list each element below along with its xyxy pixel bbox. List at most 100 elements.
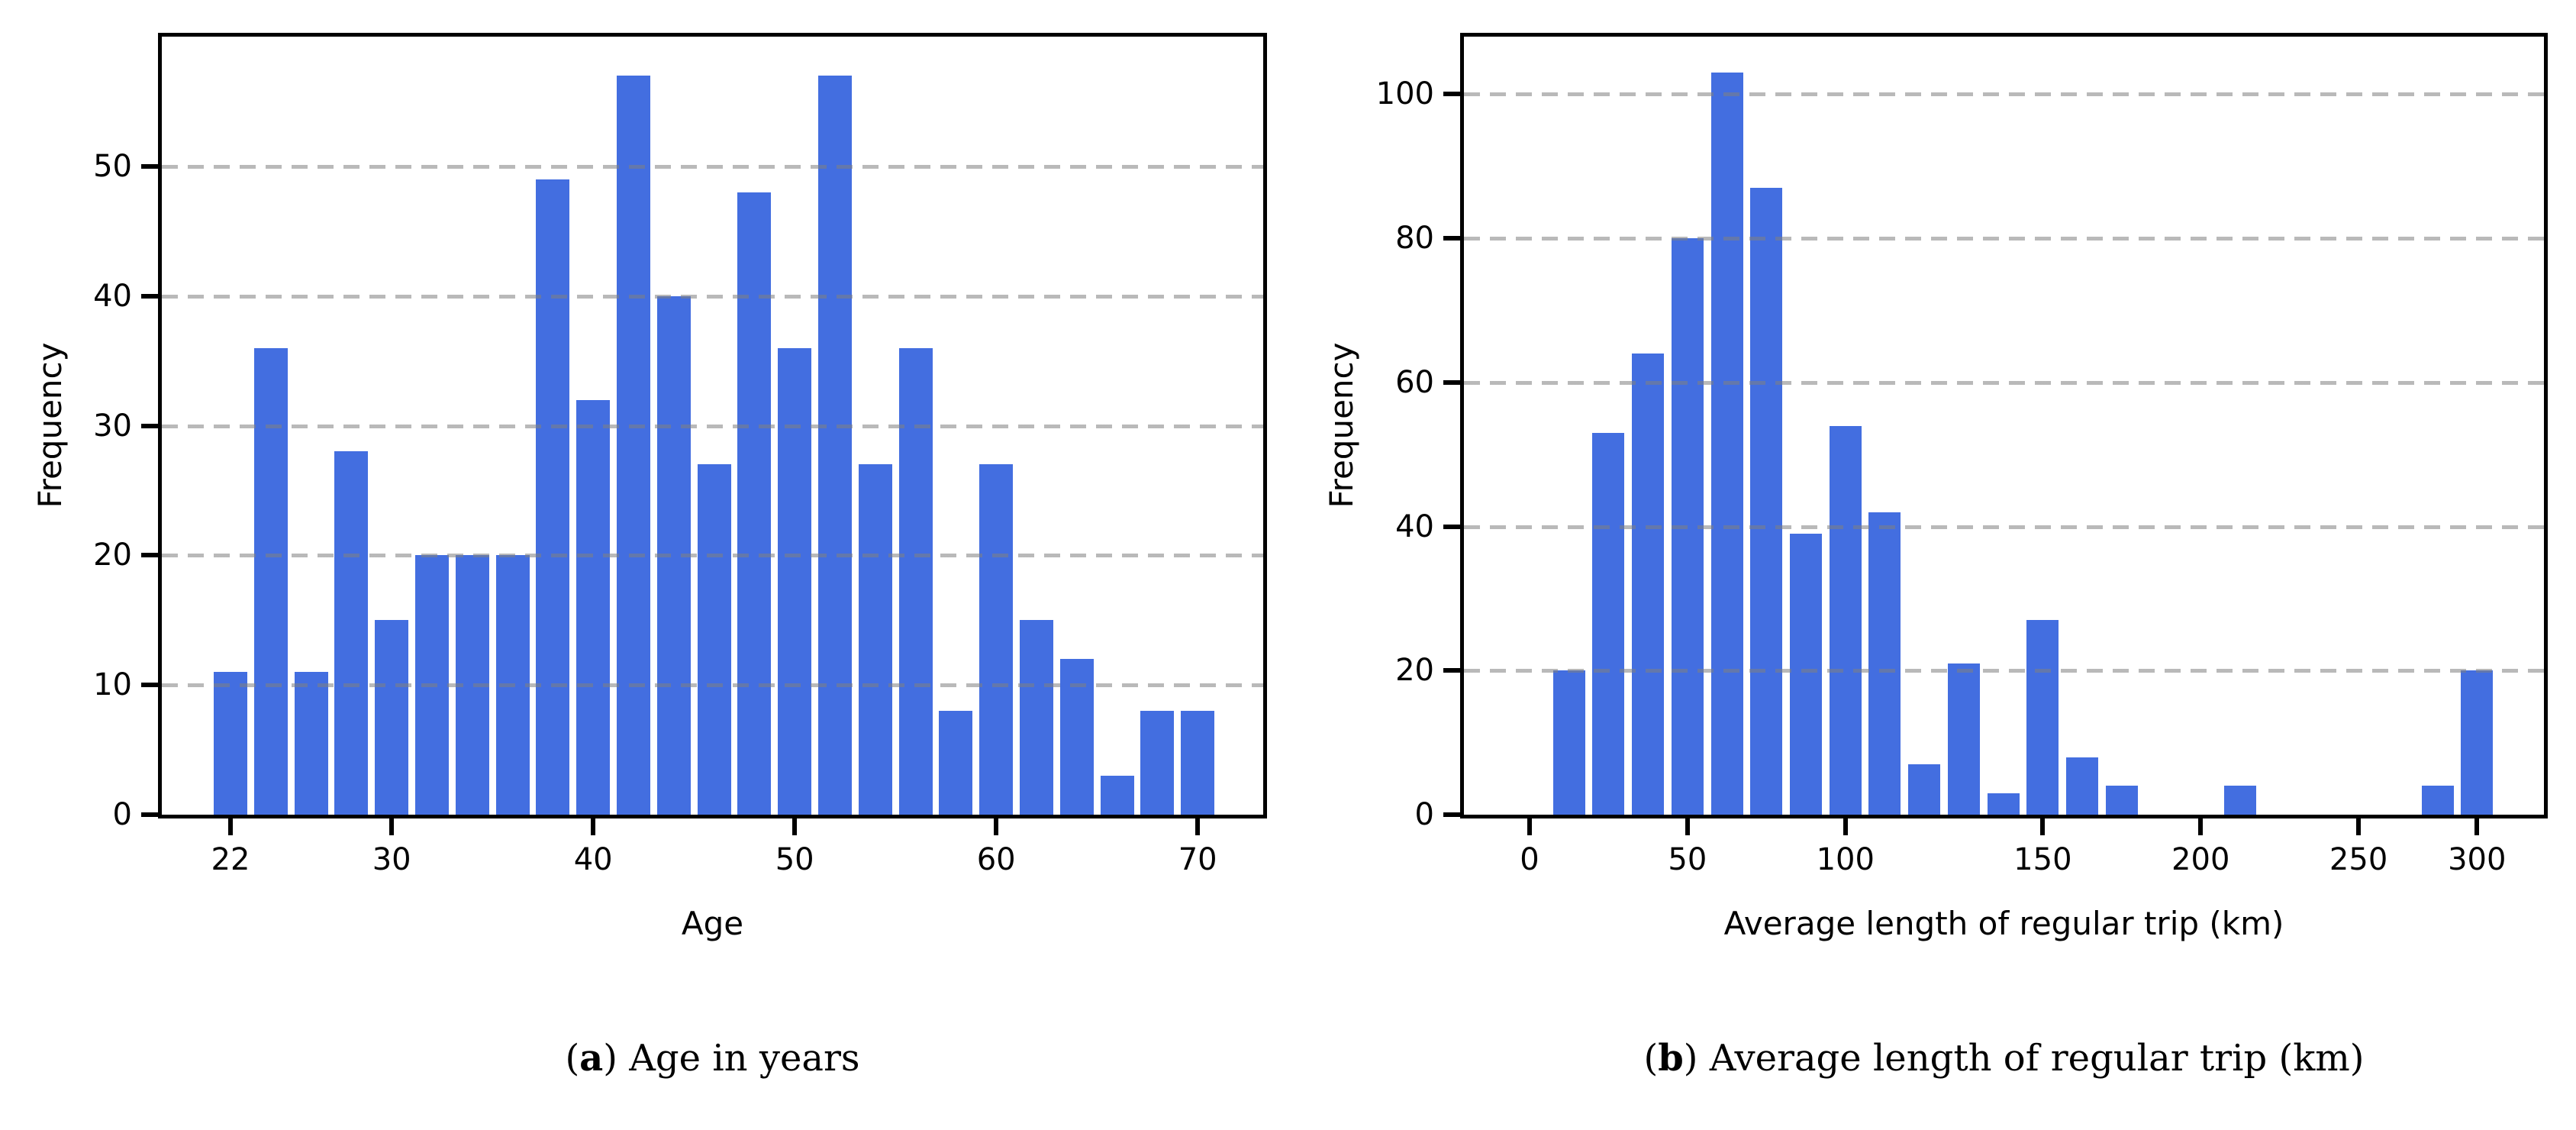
histogram-bar xyxy=(1947,663,1980,815)
y-tick-label: 40 xyxy=(93,278,132,314)
x-tick-mark xyxy=(2474,818,2480,835)
x-tick-label: 40 xyxy=(573,842,613,877)
histogram-bar xyxy=(778,347,812,815)
x-tick-mark xyxy=(994,818,999,835)
histogram-bar xyxy=(1100,776,1134,815)
x-tick-mark xyxy=(2040,818,2046,835)
gridline xyxy=(162,164,1263,169)
histogram-bar xyxy=(375,620,409,815)
histogram-trip-length-plot-area: 0 20 40 60 80 100 0 50 100 150 200 250 300 xyxy=(1376,33,2548,877)
histogram-bar xyxy=(1710,73,1743,815)
histogram-bar xyxy=(979,464,1014,815)
histogram-bar xyxy=(1140,711,1175,815)
gridline xyxy=(1464,92,2544,97)
caption-a-text: ) Age in years xyxy=(603,1037,860,1080)
x-tick-label: 150 xyxy=(2013,842,2072,877)
gridline xyxy=(1464,669,2544,673)
y-tick-label: 30 xyxy=(93,408,132,444)
y-tick-mark xyxy=(1443,812,1460,817)
y-tick-mark xyxy=(1443,236,1460,241)
x-tick-mark xyxy=(1195,818,1201,835)
x-axis-label-trip-chart: Average length of regular trip (km) xyxy=(1723,905,2284,942)
histogram-bar xyxy=(334,451,369,815)
y-tick-label: 10 xyxy=(93,667,132,703)
x-tick-mark xyxy=(1685,818,1690,835)
y-tick-mark xyxy=(1443,379,1460,385)
x-tick-label: 100 xyxy=(1816,842,1875,877)
y-tick-label: 80 xyxy=(1395,221,1434,257)
histogram-bar xyxy=(1592,432,1625,815)
gridline xyxy=(1464,237,2544,241)
x-tick-mark xyxy=(389,818,395,835)
y-tick-label: 40 xyxy=(1395,508,1434,544)
x-tick-mark xyxy=(591,818,596,835)
y-tick-label: 20 xyxy=(1395,653,1434,689)
caption-b-text: ) Average length of regular trip (km) xyxy=(1683,1037,2365,1080)
gridline xyxy=(162,424,1263,428)
histogram-bar xyxy=(1868,512,1901,815)
histogram-bar xyxy=(1987,793,2020,815)
histogram-bar xyxy=(697,464,731,815)
caption-b-letter: b xyxy=(1658,1037,1684,1080)
x-tick-mark xyxy=(228,818,233,835)
gridline xyxy=(162,294,1263,299)
x-tick-label: 70 xyxy=(1178,842,1217,877)
y-tick-mark xyxy=(141,553,158,558)
caption-a-paren-open: ( xyxy=(565,1037,580,1080)
histogram-bar xyxy=(1552,670,1585,815)
histogram-bar xyxy=(818,75,852,815)
y-tick-mark xyxy=(1443,92,1460,97)
y-axis-label-trip-chart: Frequency xyxy=(1323,342,1360,508)
histogram-age-plot-area: 0 10 20 30 40 50 22 30 40 50 60 70 xyxy=(93,33,1267,877)
histogram-bar xyxy=(2105,786,2138,815)
histogram-bar xyxy=(214,672,247,815)
histogram-bar xyxy=(2421,786,2454,815)
y-axis-label-age-chart: Frequency xyxy=(31,342,69,508)
y-tick-mark xyxy=(1443,524,1460,529)
y-tick-mark xyxy=(1443,668,1460,673)
caption-b-paren-open: ( xyxy=(1643,1037,1659,1080)
histogram-bar xyxy=(2223,786,2256,815)
histogram-bar xyxy=(898,347,933,815)
histogram-bar xyxy=(1020,620,1053,815)
histogram-bar xyxy=(2461,670,2494,815)
y-tick-mark xyxy=(141,683,158,688)
y-tick-label: 0 xyxy=(1414,797,1434,832)
histogram-bar xyxy=(617,75,650,815)
histogram-bar xyxy=(294,672,328,815)
histogram-bar xyxy=(939,711,973,815)
x-tick-label: 60 xyxy=(976,842,1016,877)
histogram-bar xyxy=(1750,188,1783,815)
x-tick-label: 50 xyxy=(775,842,814,877)
y-tick-label: 60 xyxy=(1395,364,1434,400)
caption-panel-b: (b) Average length of regular trip (km) xyxy=(1464,1037,2544,1080)
x-tick-mark xyxy=(1527,818,1532,835)
caption-panel-a: (a) Age in years xyxy=(162,1037,1263,1080)
y-tick-mark xyxy=(141,163,158,169)
x-tick-label: 300 xyxy=(2448,842,2507,877)
gridline xyxy=(162,683,1263,688)
x-tick-mark xyxy=(2198,818,2204,835)
x-tick-label: 200 xyxy=(2171,842,2230,877)
histogram-bar xyxy=(1181,711,1215,815)
gridline xyxy=(162,554,1263,558)
histogram-bar xyxy=(858,464,892,815)
y-tick-label: 100 xyxy=(1375,76,1434,112)
x-tick-label: 0 xyxy=(1520,842,1539,877)
y-tick-label: 50 xyxy=(93,148,132,184)
histogram-bar xyxy=(2026,620,2059,815)
y-tick-mark xyxy=(141,423,158,428)
x-tick-label: 50 xyxy=(1668,842,1707,877)
histogram-bar xyxy=(1829,425,1862,815)
histogram-bar xyxy=(253,347,288,815)
histogram-bar xyxy=(1908,764,1941,815)
histogram-bar xyxy=(576,399,611,815)
histogram-bar xyxy=(1059,659,1094,815)
histogram-bar xyxy=(1790,534,1823,815)
x-tick-mark xyxy=(792,818,798,835)
x-tick-mark xyxy=(1843,818,1848,835)
gridline xyxy=(1464,525,2544,529)
y-tick-mark xyxy=(141,812,158,817)
x-axis-label-age-chart: Age xyxy=(681,905,744,942)
